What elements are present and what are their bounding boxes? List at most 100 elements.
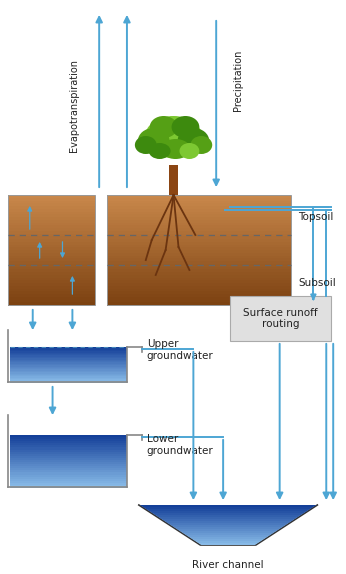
Bar [10,370,127,371]
Bar [8,277,95,281]
Ellipse shape [190,136,212,154]
Polygon shape [192,539,264,541]
Bar [10,351,127,353]
Bar [10,372,127,374]
Bar [107,269,291,273]
Polygon shape [155,515,301,517]
Bar [8,302,95,305]
Bar [8,300,95,302]
Text: Subsoil: Subsoil [299,278,336,288]
Bar [10,475,127,477]
Bar [8,242,95,245]
Bar [107,255,291,259]
Bar [8,198,95,201]
FancyBboxPatch shape [230,296,331,341]
Bar [107,217,291,220]
Bar [10,347,127,349]
Bar [107,250,291,253]
Bar [8,275,95,278]
Text: Lower
groundwater: Lower groundwater [147,434,213,456]
Bar [8,231,95,234]
Bar [10,352,127,355]
Bar [10,355,127,357]
Bar [10,379,127,381]
Bar [10,375,127,377]
Bar [8,206,95,210]
Bar [8,258,95,262]
Bar [10,437,127,440]
Text: Surface runoff
routing: Surface runoff routing [243,308,318,329]
Bar [107,198,291,201]
Bar [107,280,291,284]
Bar [10,448,127,450]
Bar [10,468,127,471]
Bar [107,195,291,305]
Bar [107,195,291,198]
Bar [107,247,291,250]
Bar [10,481,127,483]
Bar [10,472,127,475]
Bar [10,368,127,370]
Bar [8,228,95,231]
Polygon shape [174,527,283,529]
Bar [107,209,291,212]
Ellipse shape [149,143,171,159]
Bar [10,466,127,469]
Bar [107,302,291,305]
Polygon shape [164,521,292,523]
Bar [8,195,95,305]
Ellipse shape [150,116,177,138]
Bar [10,348,127,350]
Ellipse shape [161,139,190,159]
Bar [10,367,127,369]
Bar [8,236,95,239]
Bar [8,297,95,300]
Polygon shape [143,507,313,509]
Bar [8,283,95,286]
Bar [8,261,95,264]
Polygon shape [198,543,258,545]
Bar [8,203,95,207]
Bar [8,211,95,215]
Bar [10,377,127,378]
Bar [8,209,95,212]
Bar [8,217,95,220]
Bar [107,283,291,286]
Bar [10,358,127,360]
Bar [107,234,291,236]
Polygon shape [167,523,289,525]
Bar [8,214,95,218]
Bar [10,378,127,379]
Bar [10,456,127,459]
Bar [10,449,127,452]
Bar [107,242,291,245]
Bar [107,258,291,262]
Bar [107,277,291,281]
Bar [107,297,291,300]
Bar [107,236,291,239]
Bar [107,223,291,226]
Bar [8,266,95,270]
Bar [107,289,291,292]
Bar [107,239,291,242]
Bar [10,362,127,364]
Bar [8,255,95,259]
Polygon shape [158,517,298,519]
Bar [8,291,95,294]
Bar [10,364,127,366]
Polygon shape [180,531,276,533]
Bar [10,485,127,487]
Bar [107,286,291,289]
Bar [10,371,127,373]
Bar [8,263,95,267]
Bar [10,357,127,359]
Bar [107,211,291,215]
Bar [107,294,291,297]
Text: Precipitation: Precipitation [233,49,243,111]
Bar [10,443,127,446]
Bar [10,374,127,375]
Bar [10,441,127,444]
Polygon shape [161,519,295,521]
Bar [8,294,95,297]
Bar [8,239,95,242]
